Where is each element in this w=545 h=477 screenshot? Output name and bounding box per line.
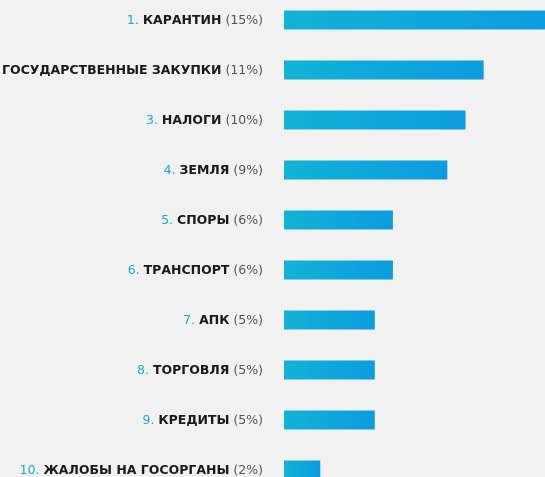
bar [284,60,484,80]
rank: 4. [164,162,176,177]
category: СПОРЫ [177,212,229,227]
value-label: (9%) [233,162,263,177]
bar-label: 4. ЗЕМЛЯ (9%) [164,162,263,177]
category: КРЕДИТЫ [158,412,229,427]
bar-label: 9. КРЕДИТЫ (5%) [143,412,264,427]
bar-label: 2. ГОСУДАРСТВЕННЫЕ ЗАКУПКИ (11%) [0,62,263,77]
bar [284,410,375,430]
category: ЖАЛОБЫ НА ГОСОРГАНЫ [44,462,230,477]
bar-label: 1. КАРАНТИН (15%) [127,12,263,27]
value-label: (5%) [233,362,263,377]
value-label: (6%) [233,262,263,277]
category: АПК [199,312,230,327]
bar [284,160,448,180]
bar [284,260,393,280]
category: ЗЕМЛЯ [180,162,230,177]
rank: 5. [161,212,173,227]
rank: 7. [183,312,195,327]
category: ГОСУДАРСТВЕННЫЕ ЗАКУПКИ [2,62,221,77]
bar [284,310,375,330]
value-label: (15%) [225,12,263,27]
bar [284,10,545,30]
bar [284,110,466,130]
category: КАРАНТИН [143,12,222,27]
bar-label: 3. НАЛОГИ (10%) [146,112,263,127]
bar [284,210,393,230]
value-label: (10%) [225,112,263,127]
bar [284,360,375,380]
bar-label: 6. ТРАНСПОРТ (6%) [128,262,263,277]
rank: 8. [137,362,149,377]
rank: 6. [128,262,140,277]
category: НАЛОГИ [162,112,222,127]
bar-label: 5. СПОРЫ (6%) [161,212,263,227]
bar-label: 7. АПК (5%) [183,312,263,327]
rank: 10. [20,462,40,477]
rank: 1. [127,12,139,27]
category: ТРАНСПОРТ [144,262,230,277]
category: ТОРГОВЛЯ [153,362,229,377]
value-label: (5%) [233,412,263,427]
bar [284,460,321,477]
rank: 9. [143,412,155,427]
bar-label: 8. ТОРГОВЛЯ (5%) [137,362,263,377]
value-label: (2%) [233,462,263,477]
rank: 3. [146,112,158,127]
value-label: (11%) [225,62,263,77]
value-label: (5%) [233,312,263,327]
value-label: (6%) [233,212,263,227]
bar-label: 10. ЖАЛОБЫ НА ГОСОРГАНЫ (2%) [20,462,263,477]
